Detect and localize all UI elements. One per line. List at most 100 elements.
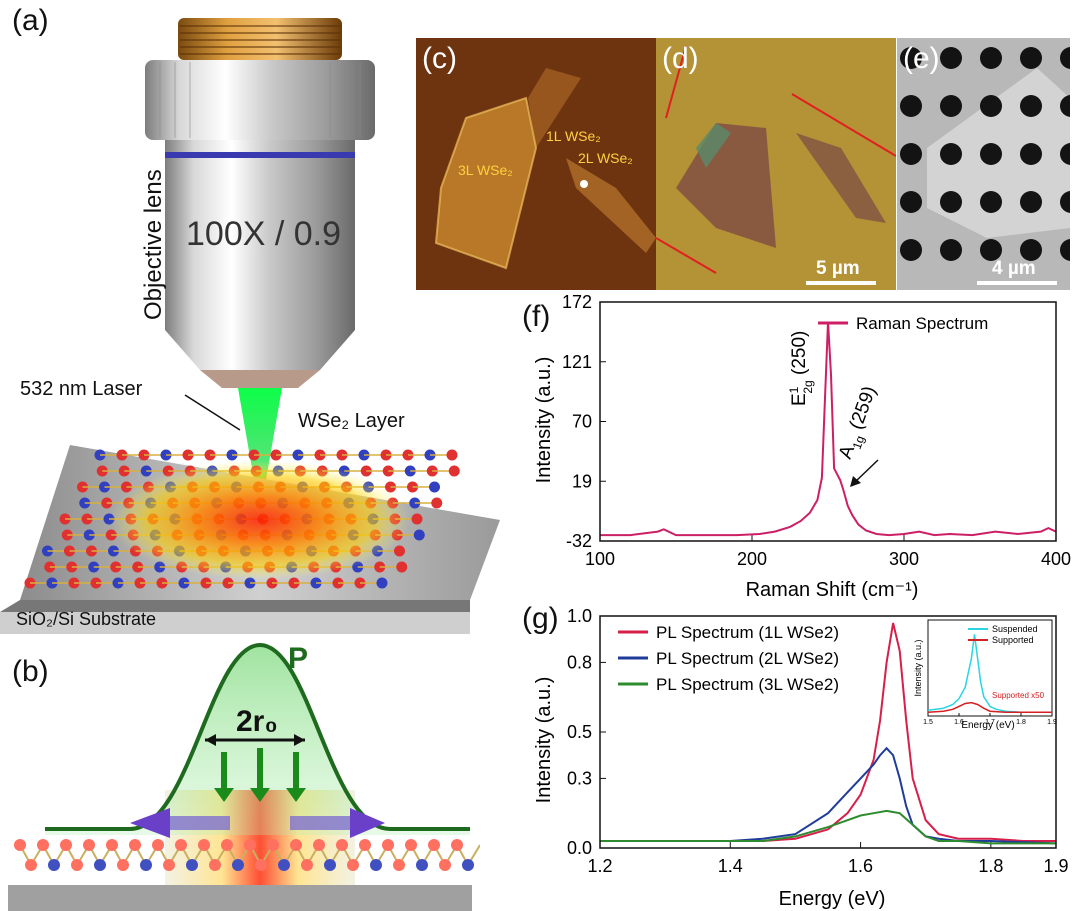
scale-bar-e-text: 4 µm <box>992 258 1036 279</box>
inset-note: Supported x50 <box>992 691 1045 700</box>
a1g-arrow-line <box>853 459 879 484</box>
flake-3l <box>436 98 536 268</box>
raman-x-tick-label: 400 <box>1041 549 1071 569</box>
svg-text:E12g (250): E12g (250) <box>787 331 815 406</box>
raman-y-tick-label: 70 <box>572 412 592 432</box>
pl-x-tick-label: 1.4 <box>718 856 743 876</box>
lens-blue-band <box>165 152 355 158</box>
pl-inset: 1.5 1.6 1.7 1.8 1.9 Energy (eV) Intensity (a… <box>913 619 1057 731</box>
substrate-slab-edge <box>0 600 470 612</box>
substrate-side <box>8 885 472 911</box>
pl-x-axis-label: Energy (eV) <box>779 888 886 910</box>
inset-y-axis-label: Intensity (a.u.) <box>913 639 923 696</box>
scale-bar-e <box>977 281 1057 285</box>
label-2l: 2L WSe₂ <box>578 150 633 166</box>
inset-legend-suspended: Suspended <box>992 624 1038 634</box>
lens-body <box>165 140 355 330</box>
inset-series-line <box>927 701 1052 713</box>
flake-1l <box>528 68 581 148</box>
raman-annotation-e2g: E12g (250) <box>787 331 815 406</box>
cut-line-right <box>791 93 896 157</box>
pl-y-tick-label: 1.0 <box>567 606 592 626</box>
panel-label-b: (b) <box>12 655 49 688</box>
laser-beam <box>238 388 282 480</box>
scale-bar-d-text: 5 µm <box>816 258 860 279</box>
raman-y-tick-label: -32 <box>566 531 592 551</box>
wse2-lattice-side <box>14 839 480 871</box>
inset-x-tick-label: 1.9 <box>1047 719 1057 726</box>
panel-label-f: (f) <box>522 300 551 333</box>
raman-legend-label: Raman Spectrum <box>856 314 988 333</box>
pl-legend-label: PL Spectrum (1L WSe2) <box>656 623 839 642</box>
panel-label-e: (e) <box>903 42 940 75</box>
diffusion-arrows <box>130 808 385 838</box>
raman-annotation-a1g: A1g (259) <box>835 383 884 463</box>
pl-y-axis-label: Intensity (a.u.) <box>533 677 555 804</box>
down-arrows <box>214 748 306 802</box>
lens-thread <box>178 18 342 60</box>
raman-y-tick-label: 19 <box>572 471 592 491</box>
lens-knurled-ring <box>145 60 375 140</box>
panel-c-afm-image: (c) 1L WSe₂ 2L WSe₂ 3L WSe₂ <box>416 38 656 290</box>
hole-array <box>900 47 1070 261</box>
power-label: P <box>288 642 309 675</box>
inset-legend-supported: Supported <box>992 635 1034 645</box>
panel-e-sem-image: (e) 4 µm <box>897 38 1070 290</box>
substrate-label: SiO₂/Si Substrate <box>16 609 157 629</box>
raman-x-tick-label: 100 <box>585 549 615 569</box>
panel-d-optical-image: (d) 5 µm <box>656 38 896 290</box>
r0-arrow-left <box>205 734 216 746</box>
panel-label-a: (a) <box>12 4 49 37</box>
flake-right <box>796 133 886 223</box>
laser-label: 532 nm Laser <box>20 378 143 400</box>
pl-y-tick-label: 0.8 <box>567 652 592 672</box>
pl-chart: Intensity (a.u.) Energy (eV) 1.2 1.4 1.6 1.… <box>533 606 1069 910</box>
substrate-label-bg <box>0 612 470 634</box>
scale-bar-d <box>806 281 876 285</box>
svg-text:A1g (259): A1g (259) <box>835 383 884 463</box>
raman-x-axis-label: Raman Shift (cm⁻¹) <box>746 579 919 601</box>
raman-chart: Intensity (a.u.) Raman Shift (cm⁻¹) 100 2… <box>533 292 1071 601</box>
raman-plot-frame <box>599 301 1057 542</box>
raman-x-tick-label: 300 <box>889 549 919 569</box>
raman-y-tick-label: 172 <box>562 292 592 312</box>
pl-x-tick-label: 1.8 <box>978 856 1003 876</box>
panel-label-g: (g) <box>522 602 559 635</box>
pl-legend-label: PL Spectrum (3L WSe2) <box>656 675 839 694</box>
pl-y-tick-label: 0.3 <box>567 768 592 788</box>
raman-y-axis-label: Intensity (a.u.) <box>533 357 555 484</box>
inset-x-axis-label: Energy (eV) <box>961 720 1014 731</box>
label-1l: 1L WSe₂ <box>546 128 601 144</box>
inset-x-tick-label: 1.8 <box>1016 719 1026 726</box>
gaussian-curve <box>45 642 470 831</box>
flake-2l <box>566 158 656 253</box>
pl-y-tick-label: 0.5 <box>567 722 592 742</box>
inset-x-tick-label: 1.5 <box>923 719 933 726</box>
panel-a-illustration <box>0 18 500 634</box>
panel-label-d: (d) <box>662 42 699 75</box>
raman-x-tick-label: 200 <box>737 549 767 569</box>
pl-legend-label: PL Spectrum (2L WSe2) <box>656 649 839 668</box>
panel-label-c: (c) <box>422 42 457 75</box>
beam-radius-label: 2r₀ <box>236 705 278 738</box>
inset-x-tick-label: 1.6 <box>954 719 964 726</box>
pl-y-tick-label: 0.0 <box>567 838 592 858</box>
pl-x-tick-label: 1.6 <box>848 856 873 876</box>
raman-series-line <box>600 321 1057 537</box>
laser-leader-line <box>184 394 241 431</box>
inset-x-tick-label: 1.7 <box>985 719 995 726</box>
pl-plot-frame <box>599 615 1057 849</box>
pl-x-tick-label: 1.2 <box>587 856 612 876</box>
pl-x-tick-label: 1.9 <box>1043 856 1068 876</box>
pl-series-line <box>600 746 1057 845</box>
lens-magnification-text: 100X / 0.9 <box>186 215 342 253</box>
panel-b-illustration <box>8 642 480 911</box>
raman-y-tick-label: 121 <box>562 352 592 372</box>
a1g-arrow-head <box>850 476 861 487</box>
label-3l: 3L WSe₂ <box>458 162 513 178</box>
wse2-layer-label: WSe₂ Layer <box>298 410 405 432</box>
lens-taper <box>165 330 355 370</box>
pl-series-line <box>600 809 1056 845</box>
cut-line-left <box>656 237 717 274</box>
heat-spot <box>110 460 410 580</box>
